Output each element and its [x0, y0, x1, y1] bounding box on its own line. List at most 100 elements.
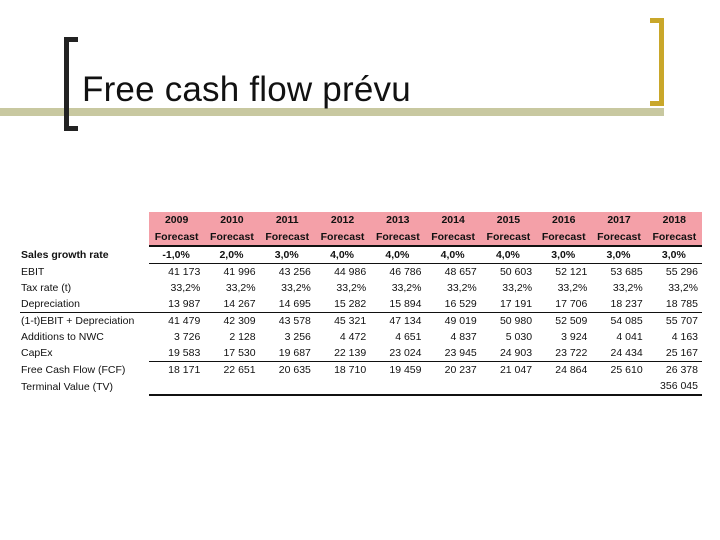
table-cell: 18 237 — [610, 298, 643, 310]
row-label: (1-t)EBIT + Depreciation — [20, 312, 149, 329]
table-cell: 49 019 — [425, 312, 481, 329]
table-cell: 18 785 — [665, 298, 698, 310]
table-cell: 17 530 — [223, 347, 256, 359]
table-row-depreciation: Depreciation 13 987 14 267 14 695 15 282… — [20, 296, 702, 313]
table-cell: 16 529 — [444, 298, 477, 310]
table-cell: 33,2% — [391, 282, 422, 294]
table-cell: 42 309 — [204, 312, 260, 329]
table-cell: 3,0% — [259, 245, 315, 264]
table-cell: 3 726 — [174, 331, 201, 343]
table-row-nwc: Additions to NWC 3 726 2 128 3 256 4 472… — [20, 329, 702, 345]
table-row-ebit: EBIT 41 173 41 996 43 256 44 986 46 786 … — [20, 263, 702, 280]
table-cell: 4,0% — [480, 245, 537, 264]
title-band — [0, 108, 664, 116]
table-cell: 14 267 — [223, 298, 256, 310]
table-cell: 17 706 — [555, 298, 588, 310]
row-label: Additions to NWC — [21, 331, 104, 343]
row-label: EBIT — [21, 265, 45, 278]
table-row-sales-growth: Sales growth rate -1,0% 2,0% 3,0% 4,0% 4… — [20, 245, 702, 264]
table-cell: 4 472 — [339, 331, 367, 343]
table-cell — [314, 378, 371, 396]
table-cell: 33,2% — [557, 282, 588, 294]
table-cell: 50 603 — [480, 263, 537, 280]
table-cell: 41 996 — [204, 263, 260, 280]
table-cell: 20 635 — [259, 361, 315, 378]
table-cell: 13 987 — [168, 298, 201, 310]
table-cell: 3 924 — [561, 331, 588, 343]
table-cell: 25 610 — [591, 361, 647, 378]
table-cell: 24 903 — [499, 347, 533, 359]
table-cell: 24 864 — [536, 361, 592, 378]
table-cell: 33,2% — [336, 282, 367, 294]
table-cell: 2 128 — [229, 331, 256, 343]
table-cell: 5 030 — [505, 331, 533, 343]
table-cell: 44 986 — [314, 263, 371, 280]
table-cell: 4 651 — [395, 331, 422, 343]
year-header: 2015 — [480, 212, 537, 229]
table-cell: 23 945 — [444, 347, 477, 359]
row-label: Tax rate (t) — [21, 282, 72, 294]
table-cell: 33,2% — [281, 282, 311, 294]
table-cell: 3 256 — [284, 331, 311, 343]
table-cell: 52 509 — [536, 312, 592, 329]
year-header: 2012 — [314, 212, 371, 229]
forecast-header: Forecast — [149, 229, 205, 246]
table-cell: 4,0% — [425, 245, 481, 264]
table-cell: 4 041 — [616, 331, 643, 343]
row-label: Sales growth rate — [21, 248, 109, 261]
year-header: 2018 — [646, 212, 702, 229]
table-cell — [536, 378, 592, 396]
table-row-fcf: Free Cash Flow (FCF) 18 171 22 651 20 63… — [20, 361, 702, 378]
table-cell: 41 173 — [149, 263, 205, 280]
table-cell: 48 657 — [425, 263, 481, 280]
table-cell: 3,0% — [536, 245, 592, 264]
table-cell: 19 459 — [370, 361, 426, 378]
table-cell: 43 578 — [259, 312, 315, 329]
table-cell: 26 378 — [646, 361, 702, 378]
corner-cell — [20, 229, 149, 246]
table-row-after-tax-ebit: (1-t)EBIT + Depreciation 41 479 42 309 4… — [20, 312, 702, 329]
table-cell: 18 710 — [314, 361, 371, 378]
table-cell: 53 685 — [591, 263, 647, 280]
table-cell: 17 191 — [499, 298, 533, 310]
slide-title: Free cash flow prévu — [82, 70, 411, 109]
year-header: 2010 — [204, 212, 260, 229]
forecast-header: Forecast — [480, 229, 537, 246]
table-cell: 24 434 — [610, 347, 643, 359]
year-header: 2013 — [370, 212, 426, 229]
table-cell: 21 047 — [480, 361, 537, 378]
table-cell: 18 171 — [149, 361, 205, 378]
table-cell: 33,2% — [447, 282, 477, 294]
table-cell: 4,0% — [370, 245, 426, 264]
table-cell: 19 687 — [278, 347, 311, 359]
forecast-header: Forecast — [591, 229, 647, 246]
forecast-header-row: Forecast Forecast Forecast Forecast Fore… — [20, 229, 702, 246]
table-cell: 3,0% — [591, 245, 647, 264]
table-cell: 33,2% — [502, 282, 533, 294]
table-cell: 50 980 — [480, 312, 537, 329]
table-cell: 47 134 — [370, 312, 426, 329]
table-cell: 46 786 — [370, 263, 426, 280]
table-cell: 54 085 — [591, 312, 647, 329]
table-cell: 4,0% — [314, 245, 371, 264]
table-cell — [149, 378, 205, 396]
table-cell: 22 651 — [204, 361, 260, 378]
table-cell — [370, 378, 426, 396]
table-cell: 25 167 — [665, 347, 698, 359]
forecast-header: Forecast — [425, 229, 481, 246]
table-cell: 15 894 — [389, 298, 422, 310]
table-cell — [480, 378, 537, 396]
table-cell: 3,0% — [646, 245, 702, 264]
row-label: CapEx — [21, 347, 53, 360]
corner-cell — [20, 212, 149, 229]
table-row-terminal-value: Terminal Value (TV) 356 045 — [20, 378, 702, 396]
table-row-tax-rate: Tax rate (t) 33,2% 33,2% 33,2% 33,2% 33,… — [20, 280, 702, 296]
table-cell: 33,2% — [225, 282, 256, 294]
forecast-header: Forecast — [536, 229, 592, 246]
table-cell: 23 722 — [555, 347, 588, 359]
table-cell — [204, 378, 260, 396]
table-cell: 356 045 — [646, 378, 702, 396]
table-cell: 33,2% — [668, 282, 698, 294]
fcf-forecast-table: 2009 2010 2011 2012 2013 2014 2015 2016 … — [20, 212, 702, 396]
row-label: Depreciation — [21, 298, 80, 310]
